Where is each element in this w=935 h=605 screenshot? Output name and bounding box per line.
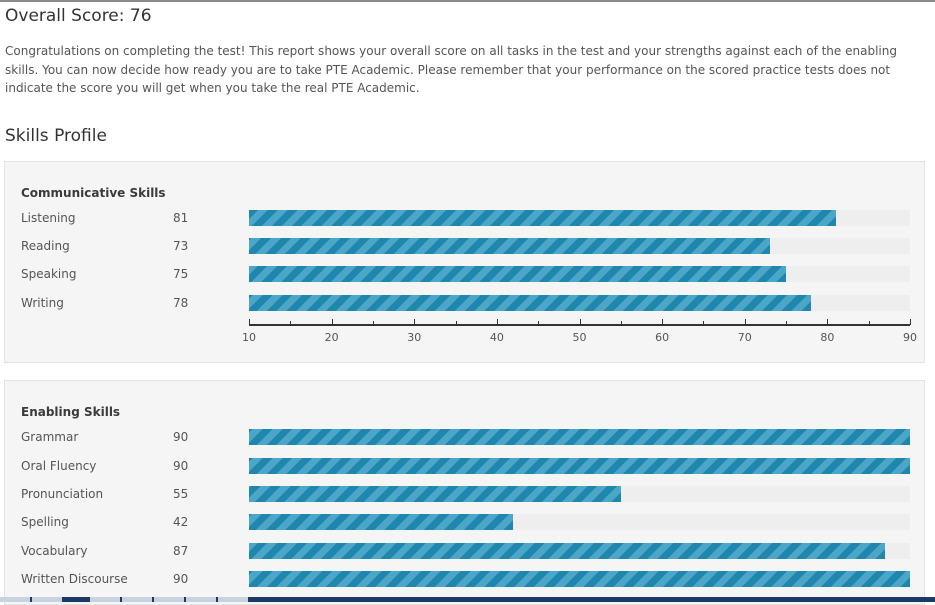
axis-tick-label: 60 bbox=[655, 331, 670, 344]
taskbar-button[interactable] bbox=[186, 597, 216, 602]
skill-score: 73 bbox=[173, 239, 189, 253]
skill-name: Reading bbox=[21, 239, 70, 253]
skill-score: 42 bbox=[173, 515, 189, 529]
axis-minor-tick bbox=[455, 321, 457, 325]
axis-tick-label: 10 bbox=[242, 331, 256, 344]
score-bar-fill bbox=[249, 266, 787, 282]
axis-tick-label: 90 bbox=[903, 331, 917, 344]
taskbar-button[interactable] bbox=[32, 597, 62, 602]
axis-minor-tick bbox=[290, 321, 292, 325]
skill-name: Oral Fluency bbox=[21, 459, 97, 473]
score-bar-fill bbox=[249, 210, 836, 226]
axis-tick-label: 80 bbox=[820, 331, 835, 344]
skill-row-pronunciation: Pronunciation 55 bbox=[21, 486, 914, 502]
skill-name: Grammar bbox=[21, 430, 79, 444]
taskbar-button[interactable] bbox=[0, 597, 30, 602]
skill-score: 90 bbox=[173, 459, 189, 473]
score-bar-fill bbox=[249, 295, 811, 311]
axis-tick bbox=[331, 319, 333, 325]
axis-minor-tick bbox=[620, 321, 622, 325]
skill-row-reading: Reading 73 bbox=[21, 238, 914, 254]
axis-tick bbox=[910, 319, 911, 325]
skill-score: 90 bbox=[173, 430, 189, 444]
score-bar-track bbox=[249, 486, 910, 502]
axis-line bbox=[249, 324, 910, 326]
score-bar-fill bbox=[249, 429, 910, 445]
score-bar-track bbox=[249, 266, 910, 282]
score-bar-fill bbox=[249, 571, 910, 587]
skill-name: Spelling bbox=[21, 515, 69, 529]
axis-tick bbox=[827, 319, 829, 325]
score-axis: 10 20 30 40 50 60 70 80 90 bbox=[21, 319, 917, 350]
axis-tick bbox=[414, 319, 416, 325]
enabling-skills-title: Enabling Skills bbox=[21, 405, 121, 419]
skill-row-vocabulary: Vocabulary 87 bbox=[21, 543, 914, 559]
axis-minor-tick bbox=[538, 321, 540, 325]
score-bar-track bbox=[249, 543, 910, 559]
skill-score: 55 bbox=[173, 487, 189, 501]
skill-score: 87 bbox=[173, 544, 189, 558]
skills-profile-title: Skills Profile bbox=[5, 126, 107, 146]
skill-row-written-discourse: Written Discourse 90 bbox=[21, 571, 914, 587]
score-bar-track bbox=[249, 429, 910, 445]
skill-row-speaking: Speaking 75 bbox=[21, 266, 914, 282]
axis-tick bbox=[496, 319, 498, 325]
taskbar-button[interactable] bbox=[218, 597, 248, 602]
axis-minor-tick bbox=[786, 321, 788, 325]
axis-tick bbox=[579, 319, 581, 325]
communicative-skills-title: Communicative Skills bbox=[21, 186, 166, 200]
skill-row-grammar: Grammar 90 bbox=[21, 429, 914, 445]
communicative-skills-panel: Communicative Skills Listening 81 Readin… bbox=[4, 161, 925, 363]
skill-row-writing: Writing 78 bbox=[21, 295, 914, 311]
intro-paragraph: Congratulations on completing the test! … bbox=[5, 42, 930, 98]
axis-minor-tick bbox=[372, 321, 374, 325]
top-border bbox=[0, 0, 935, 2]
axis-tick bbox=[662, 319, 664, 325]
axis-tick-label: 40 bbox=[489, 331, 504, 344]
skill-name: Pronunciation bbox=[21, 487, 104, 501]
score-bar-fill bbox=[249, 486, 621, 502]
os-taskbar bbox=[0, 597, 935, 602]
score-bar-track bbox=[249, 210, 910, 226]
axis-tick-label: 20 bbox=[324, 331, 339, 344]
skill-row-spelling: Spelling 42 bbox=[21, 514, 914, 530]
enabling-skills-panel: Enabling Skills Grammar 90 Oral Fluency … bbox=[4, 380, 925, 605]
axis-tick-label: 50 bbox=[572, 331, 587, 344]
axis-tick bbox=[249, 319, 250, 325]
score-bar-track bbox=[249, 458, 910, 474]
intro-text: Congratulations on completing the test! … bbox=[5, 44, 897, 95]
score-bar-fill bbox=[249, 458, 910, 474]
skill-row-oral-fluency: Oral Fluency 90 bbox=[21, 458, 914, 474]
skill-score: 75 bbox=[173, 267, 189, 281]
taskbar-button[interactable] bbox=[90, 597, 120, 602]
skill-name: Writing bbox=[21, 296, 64, 310]
skill-name: Vocabulary bbox=[21, 544, 88, 558]
overall-score-title: Overall Score: 76 bbox=[5, 6, 152, 26]
skill-name: Speaking bbox=[21, 267, 77, 281]
score-bar-fill bbox=[249, 514, 514, 530]
skill-row-listening: Listening 81 bbox=[21, 210, 914, 226]
taskbar-button[interactable] bbox=[122, 597, 152, 602]
axis-tick-label: 30 bbox=[407, 331, 422, 344]
skill-score: 81 bbox=[173, 211, 189, 225]
skill-score: 78 bbox=[173, 296, 189, 310]
score-bar-track bbox=[249, 238, 910, 254]
axis-tick-label: 70 bbox=[737, 331, 752, 344]
score-bar-track bbox=[249, 295, 910, 311]
skill-name: Listening bbox=[21, 211, 76, 225]
score-bar-track bbox=[249, 571, 910, 587]
score-bar-fill bbox=[249, 238, 770, 254]
skill-name: Written Discourse bbox=[21, 572, 128, 586]
score-bar-track bbox=[249, 514, 910, 530]
axis-minor-tick bbox=[868, 321, 870, 325]
axis-tick bbox=[744, 319, 746, 325]
axis-minor-tick bbox=[703, 321, 705, 325]
skill-score: 90 bbox=[173, 572, 189, 586]
taskbar-button[interactable] bbox=[154, 597, 184, 602]
score-bar-fill bbox=[249, 543, 886, 559]
